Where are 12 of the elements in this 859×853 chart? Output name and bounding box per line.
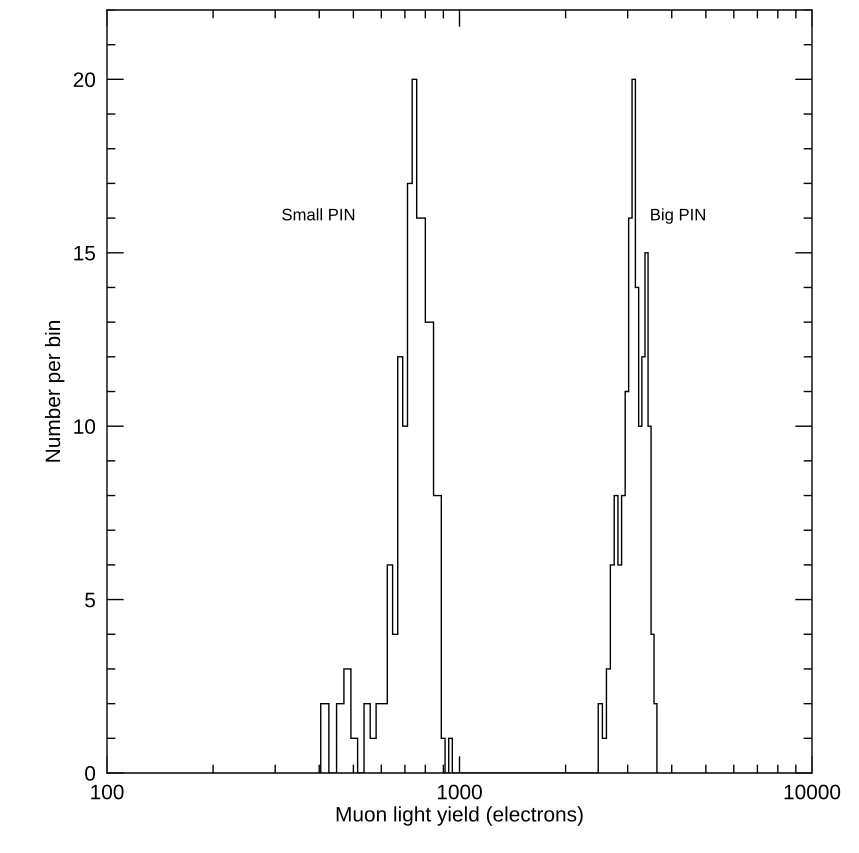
y-tick-label: 0 xyxy=(85,766,96,781)
x-tick-label: 100 xyxy=(91,784,124,800)
x-tick-label: 10000 xyxy=(784,784,840,800)
annotation: Small PIN xyxy=(282,208,354,220)
y-tick-label: 15 xyxy=(74,246,96,261)
y-axis-title: Number per bin xyxy=(44,321,64,462)
x-axis-title: Muon light yield (electrons) xyxy=(336,806,583,826)
y-tick-label: 20 xyxy=(74,72,96,88)
x-tick-label: 1000 xyxy=(438,784,482,800)
y-tick-label: 5 xyxy=(85,592,96,608)
y-tick-label: 10 xyxy=(74,419,96,434)
annotation: Big PIN xyxy=(651,208,705,224)
